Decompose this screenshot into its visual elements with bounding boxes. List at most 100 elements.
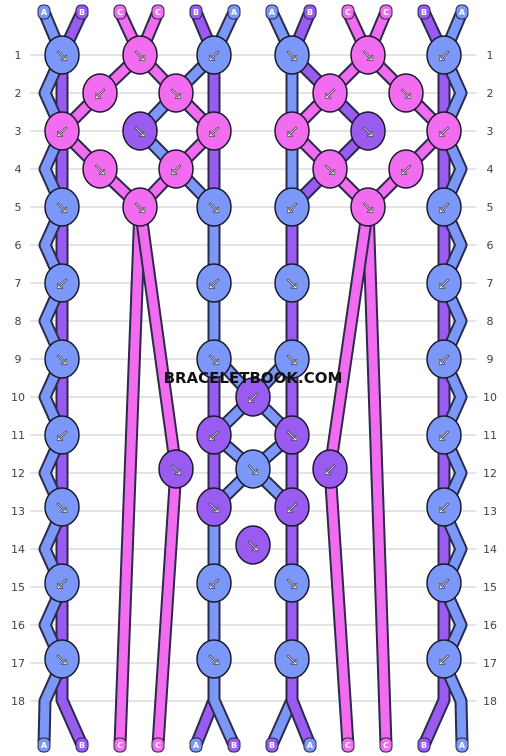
knot: ↙: [426, 339, 462, 379]
knot: ↙: [426, 263, 462, 303]
knot-arrow-icon: ↙: [93, 84, 107, 104]
row-number-right: 17: [483, 657, 497, 670]
bottom-string-letter: C: [345, 741, 351, 750]
knot-body: [44, 339, 80, 379]
knot: ↙: [235, 377, 271, 417]
knot-arrow-icon: ↙: [169, 160, 183, 180]
knot-body: [274, 563, 310, 603]
row-number-left: 12: [11, 467, 25, 480]
knot-arrow-icon: ↙: [323, 460, 337, 480]
knot: ↘: [44, 339, 80, 379]
knot: ↙: [196, 563, 232, 603]
knot: ↘: [274, 339, 310, 379]
knot: ↘: [235, 449, 271, 489]
knot-arrow-icon: ↘: [399, 84, 413, 104]
knot-arrow-icon: ↙: [55, 122, 69, 142]
knot-body: [44, 415, 80, 455]
top-string-pill: [227, 4, 241, 20]
knot: ↙: [44, 563, 80, 603]
knot: ↙: [388, 149, 424, 189]
row-number-right: 14: [483, 543, 497, 556]
row-number-left: 3: [15, 125, 22, 138]
knot-body: [82, 149, 118, 189]
row-number-right: 4: [487, 163, 494, 176]
knot: ↘: [196, 339, 232, 379]
knot-arrow-icon: ↘: [285, 274, 299, 294]
row-number-left: 9: [15, 353, 22, 366]
knot: ↘: [388, 73, 424, 113]
knot-body: [274, 415, 310, 455]
knot-arrow-icon: ↘: [169, 84, 183, 104]
row-number-right: 7: [487, 277, 494, 290]
knot: ↘: [158, 73, 194, 113]
knot: ↘: [274, 563, 310, 603]
top-string-letter: C: [383, 8, 389, 17]
row-number-left: 1: [15, 49, 22, 62]
knot-arrow-icon: ↘: [207, 198, 221, 218]
knot: ↙: [312, 449, 348, 489]
knot-arrow-icon: ↘: [361, 122, 375, 142]
knot-body: [274, 487, 310, 527]
bottom-string-letter: C: [155, 741, 161, 750]
row-number-left: 18: [11, 695, 25, 708]
knot-body: [388, 149, 424, 189]
knot-arrow-icon: ↘: [285, 574, 299, 594]
bottom-string-pill: [75, 737, 89, 753]
bottom-string-pill: [189, 737, 203, 753]
knot-arrow-icon: ↙: [437, 350, 451, 370]
knot: ↘: [196, 639, 232, 679]
top-string-letter: A: [41, 8, 48, 17]
bottom-string-letter: B: [269, 741, 275, 750]
knot-body: [312, 149, 348, 189]
knot-arrow-icon: ↙: [437, 122, 451, 142]
knot: ↘: [44, 187, 80, 227]
knot-body: [426, 339, 462, 379]
knot-body: [274, 339, 310, 379]
bottom-string-letter: B: [79, 741, 85, 750]
knot-body: [196, 187, 232, 227]
knot-body: [196, 111, 232, 151]
bottom-string-pill: [151, 737, 165, 753]
top-string-letter: A: [231, 8, 238, 17]
knot-body: [44, 35, 80, 75]
row-number-right: 13: [483, 505, 497, 518]
knot-arrow-icon: ↘: [246, 536, 260, 556]
knot-arrow-icon: ↘: [207, 350, 221, 370]
knot-arrow-icon: ↙: [285, 122, 299, 142]
knot-body: [274, 187, 310, 227]
knot-body: [158, 149, 194, 189]
knot: ↘: [350, 111, 386, 151]
knot-arrow-icon: ↘: [55, 498, 69, 518]
knot: ↘: [196, 187, 232, 227]
knot-arrow-icon: ↙: [207, 426, 221, 446]
knot-body: [235, 377, 271, 417]
knot-body: [350, 111, 386, 151]
knot-body: [196, 339, 232, 379]
knot: ↘: [122, 35, 158, 75]
row-number-right: 11: [483, 429, 497, 442]
top-string-pill: [75, 4, 89, 20]
knot: ↙: [274, 187, 310, 227]
knot: ↙: [426, 111, 462, 151]
knot-body: [196, 415, 232, 455]
bottom-string-pill: [341, 737, 355, 753]
knot-body: [196, 639, 232, 679]
top-string-letter: A: [459, 8, 466, 17]
knot: ↙: [196, 111, 232, 151]
knot-body: [235, 449, 271, 489]
row-number-right: 3: [487, 125, 494, 138]
knot-arrow-icon: ↙: [323, 84, 337, 104]
knot-arrow-icon: ↘: [133, 46, 147, 66]
bottom-string-letter: A: [193, 741, 200, 750]
knot: ↙: [196, 263, 232, 303]
knot: ↘: [312, 149, 348, 189]
knot: ↙: [44, 415, 80, 455]
row-number-left: 14: [11, 543, 25, 556]
knot-arrow-icon: ↘: [361, 198, 375, 218]
row-number-left: 4: [15, 163, 22, 176]
row-number-left: 11: [11, 429, 25, 442]
knot-arrow-icon: ↙: [246, 388, 260, 408]
row-number-left: 10: [11, 391, 25, 404]
knot-body: [426, 563, 462, 603]
knot-arrow-icon: ↘: [361, 46, 375, 66]
